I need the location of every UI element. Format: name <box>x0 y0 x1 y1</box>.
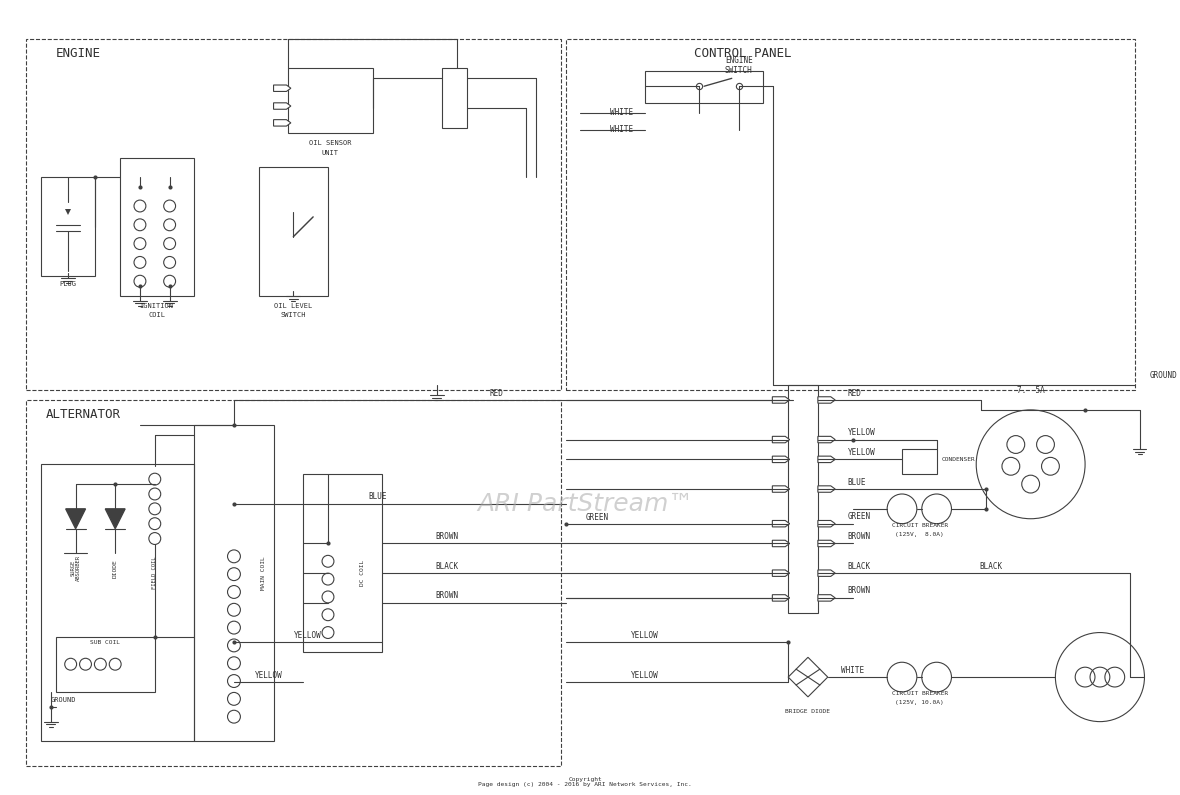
Text: DIODE: DIODE <box>113 559 118 578</box>
Text: WHITE: WHITE <box>841 665 864 675</box>
Text: BLACK: BLACK <box>435 562 458 571</box>
Text: BROWN: BROWN <box>435 532 458 541</box>
Text: SWITCH: SWITCH <box>281 312 306 318</box>
Polygon shape <box>773 456 789 463</box>
Text: Copyright
Page design (c) 2004 - 2016 by ARI Network Services, Inc.: Copyright Page design (c) 2004 - 2016 by… <box>478 777 693 787</box>
Polygon shape <box>274 85 291 91</box>
Text: CONDENSER: CONDENSER <box>942 457 976 462</box>
Polygon shape <box>773 436 789 443</box>
Text: BLACK: BLACK <box>847 562 871 571</box>
Polygon shape <box>818 456 835 463</box>
Text: 7.  5A: 7. 5A <box>1017 386 1044 394</box>
Polygon shape <box>274 103 291 109</box>
Text: RED: RED <box>847 389 861 398</box>
Circle shape <box>887 662 917 692</box>
Text: BLUE: BLUE <box>847 478 866 487</box>
Polygon shape <box>66 509 85 529</box>
Text: SUB COIL: SUB COIL <box>91 640 120 645</box>
Text: BROWN: BROWN <box>435 591 458 600</box>
Text: SWITCH: SWITCH <box>725 66 753 75</box>
Text: WHITE: WHITE <box>610 126 634 134</box>
Text: YELLOW: YELLOW <box>631 631 658 640</box>
Text: ARI PartStream™: ARI PartStream™ <box>477 492 694 516</box>
Polygon shape <box>773 541 789 547</box>
Text: BRIDGE DIODE: BRIDGE DIODE <box>786 709 831 714</box>
Text: UNIT: UNIT <box>321 149 339 156</box>
Polygon shape <box>818 486 835 492</box>
Text: PLUG: PLUG <box>59 281 77 287</box>
Text: (125V, 10.0A): (125V, 10.0A) <box>896 700 944 705</box>
Text: CONTROL PANEL: CONTROL PANEL <box>694 47 792 60</box>
Polygon shape <box>818 541 835 547</box>
Text: CIRCUIT BREAKER: CIRCUIT BREAKER <box>892 523 948 528</box>
Text: BLACK: BLACK <box>979 562 1003 571</box>
Text: IGNITION: IGNITION <box>139 303 173 309</box>
Polygon shape <box>773 397 789 403</box>
Polygon shape <box>818 397 835 403</box>
Text: BROWN: BROWN <box>847 532 871 541</box>
Text: GROUND: GROUND <box>51 697 77 703</box>
Polygon shape <box>773 570 789 576</box>
Text: MAIN COIL: MAIN COIL <box>261 556 267 590</box>
Circle shape <box>1055 633 1145 722</box>
Text: GROUND: GROUND <box>1149 370 1178 380</box>
Text: YELLOW: YELLOW <box>847 448 876 457</box>
Text: WHITE: WHITE <box>610 108 634 118</box>
Text: YELLOW: YELLOW <box>631 671 658 680</box>
Text: YELLOW: YELLOW <box>847 429 876 437</box>
Text: FIELD COIL: FIELD COIL <box>152 557 157 589</box>
Text: BROWN: BROWN <box>847 587 871 595</box>
Circle shape <box>922 494 951 524</box>
Text: (125V,  8.0A): (125V, 8.0A) <box>896 532 944 537</box>
Polygon shape <box>818 595 835 601</box>
Text: COIL: COIL <box>149 312 165 318</box>
Text: GREEN: GREEN <box>585 514 609 522</box>
Polygon shape <box>818 436 835 443</box>
Text: BLUE: BLUE <box>368 492 387 502</box>
Text: CIRCUIT BREAKER: CIRCUIT BREAKER <box>892 692 948 696</box>
Polygon shape <box>818 521 835 527</box>
Circle shape <box>887 494 917 524</box>
Text: RED: RED <box>490 389 503 398</box>
Polygon shape <box>773 595 789 601</box>
Text: SURGE
ABSORBER: SURGE ABSORBER <box>71 555 81 581</box>
Circle shape <box>922 662 951 692</box>
Text: ENGINE: ENGINE <box>725 56 753 65</box>
Text: YELLOW: YELLOW <box>255 671 282 680</box>
Polygon shape <box>773 486 789 492</box>
Text: ALTERNATOR: ALTERNATOR <box>46 409 120 421</box>
Text: DC COIL: DC COIL <box>360 560 365 586</box>
Text: OIL LEVEL: OIL LEVEL <box>274 303 313 309</box>
Polygon shape <box>274 119 291 126</box>
Text: GREEN: GREEN <box>847 512 871 522</box>
Polygon shape <box>818 570 835 576</box>
Polygon shape <box>788 657 828 697</box>
Text: ENGINE: ENGINE <box>55 47 100 60</box>
Polygon shape <box>105 509 125 529</box>
Text: YELLOW: YELLOW <box>294 631 322 640</box>
Circle shape <box>976 410 1086 518</box>
Polygon shape <box>773 521 789 527</box>
Text: OIL SENSOR: OIL SENSOR <box>309 140 352 145</box>
